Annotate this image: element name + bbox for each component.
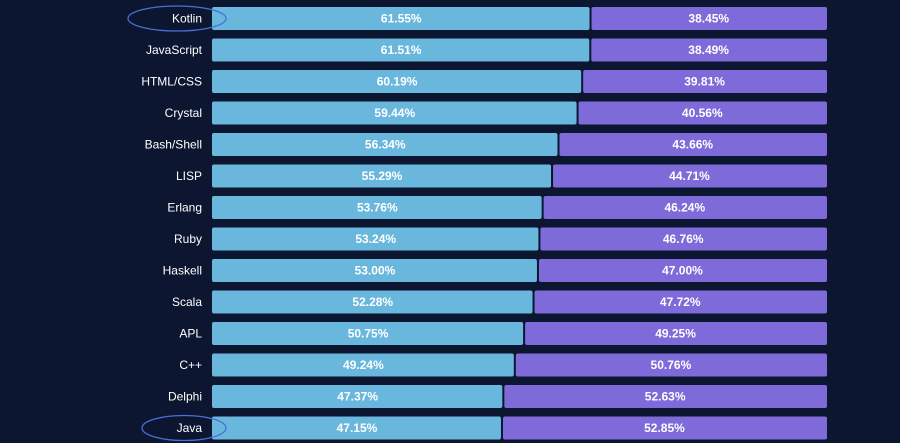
- value-label-b-java: 52.85%: [644, 421, 685, 435]
- bar-segment-b-java: [502, 416, 827, 440]
- bar-segment-a-kotlin: [212, 7, 590, 30]
- value-label-a-bash-shell: 56.34%: [365, 138, 406, 152]
- value-label-a-c: 49.24%: [343, 358, 384, 372]
- value-label-a-apl: 50.75%: [348, 327, 389, 341]
- value-label-b-lisp: 44.71%: [669, 169, 710, 183]
- bar-segment-b-lisp: [553, 164, 827, 188]
- value-label-b-erlang: 46.24%: [664, 201, 705, 215]
- bar-segment-a-lisp: [212, 164, 552, 188]
- value-label-b-delphi: 52.63%: [645, 390, 686, 404]
- bar-segment-a-delphi: [212, 385, 503, 408]
- bar-segment-b-apl: [525, 322, 827, 345]
- bar-segment-a-java: [212, 416, 501, 440]
- value-label-a-scala: 52.28%: [352, 295, 393, 309]
- bar-segment-a-c: [212, 353, 514, 377]
- bar-segment-a-ruby: [212, 227, 539, 251]
- category-label-crystal: Crystal: [165, 106, 202, 120]
- category-label-haskell: Haskell: [163, 264, 202, 278]
- value-label-b-c: 50.76%: [651, 358, 692, 372]
- bar-segment-a-erlang: [212, 196, 542, 219]
- value-label-b-bash-shell: 43.66%: [672, 138, 713, 152]
- bar-segment-b-ruby: [540, 227, 827, 251]
- category-label-delphi: Delphi: [168, 390, 202, 404]
- value-label-a-kotlin: 61.55%: [381, 12, 422, 26]
- value-label-a-delphi: 47.37%: [337, 390, 378, 404]
- value-label-a-crystal: 59.44%: [374, 106, 415, 120]
- bar-segment-a-html-css: [212, 70, 582, 93]
- value-label-b-crystal: 40.56%: [682, 106, 723, 120]
- value-label-b-html-css: 39.81%: [684, 75, 725, 89]
- value-label-a-html-css: 60.19%: [377, 75, 418, 89]
- value-label-b-scala: 47.72%: [660, 295, 701, 309]
- value-label-a-java: 47.15%: [337, 421, 378, 435]
- value-label-b-apl: 49.25%: [655, 327, 696, 341]
- value-label-b-ruby: 46.76%: [663, 232, 704, 246]
- bar-segment-b-kotlin: [591, 7, 827, 30]
- category-label-lisp: LISP: [176, 169, 202, 183]
- bar-segment-b-erlang: [543, 196, 827, 219]
- bar-segment-a-scala: [212, 290, 533, 314]
- bar-segment-b-scala: [534, 290, 827, 314]
- category-label-scala: Scala: [172, 295, 202, 309]
- category-label-erlang: Erlang: [167, 201, 202, 215]
- category-label-html-css: HTML/CSS: [141, 75, 202, 89]
- bar-segment-a-bash-shell: [212, 133, 558, 156]
- bar-segment-a-crystal: [212, 101, 577, 125]
- value-label-b-kotlin: 38.45%: [688, 12, 729, 26]
- category-label-apl: APL: [179, 327, 202, 341]
- bar-segment-b-bash-shell: [559, 133, 827, 156]
- category-label-c: C++: [179, 358, 202, 372]
- category-label-bash-shell: Bash/Shell: [145, 138, 202, 152]
- highlight-ellipse-java: [141, 414, 227, 442]
- bar-segment-a-haskell: [212, 259, 537, 282]
- highlight-ellipse-kotlin: [127, 5, 227, 32]
- category-label-java: Java: [177, 421, 203, 435]
- bar-segment-b-html-css: [583, 70, 827, 93]
- value-label-a-erlang: 53.76%: [357, 201, 398, 215]
- bar-segment-b-javascript: [591, 38, 827, 62]
- category-label-ruby: Ruby: [174, 232, 202, 246]
- value-label-a-haskell: 53.00%: [355, 264, 396, 278]
- value-label-a-javascript: 61.51%: [381, 43, 422, 57]
- value-label-a-lisp: 55.29%: [362, 169, 403, 183]
- category-label-kotlin: Kotlin: [172, 12, 202, 26]
- bar-segment-a-javascript: [212, 38, 590, 62]
- value-label-a-ruby: 53.24%: [355, 232, 396, 246]
- bar-segment-a-apl: [212, 322, 524, 345]
- category-label-javascript: JavaScript: [146, 43, 203, 57]
- bar-segment-b-haskell: [538, 259, 827, 282]
- bar-segment-b-delphi: [504, 385, 827, 408]
- value-label-b-javascript: 38.49%: [688, 43, 729, 57]
- bar-segment-b-crystal: [578, 101, 827, 125]
- bar-segment-b-c: [515, 353, 827, 377]
- value-label-b-haskell: 47.00%: [662, 264, 703, 278]
